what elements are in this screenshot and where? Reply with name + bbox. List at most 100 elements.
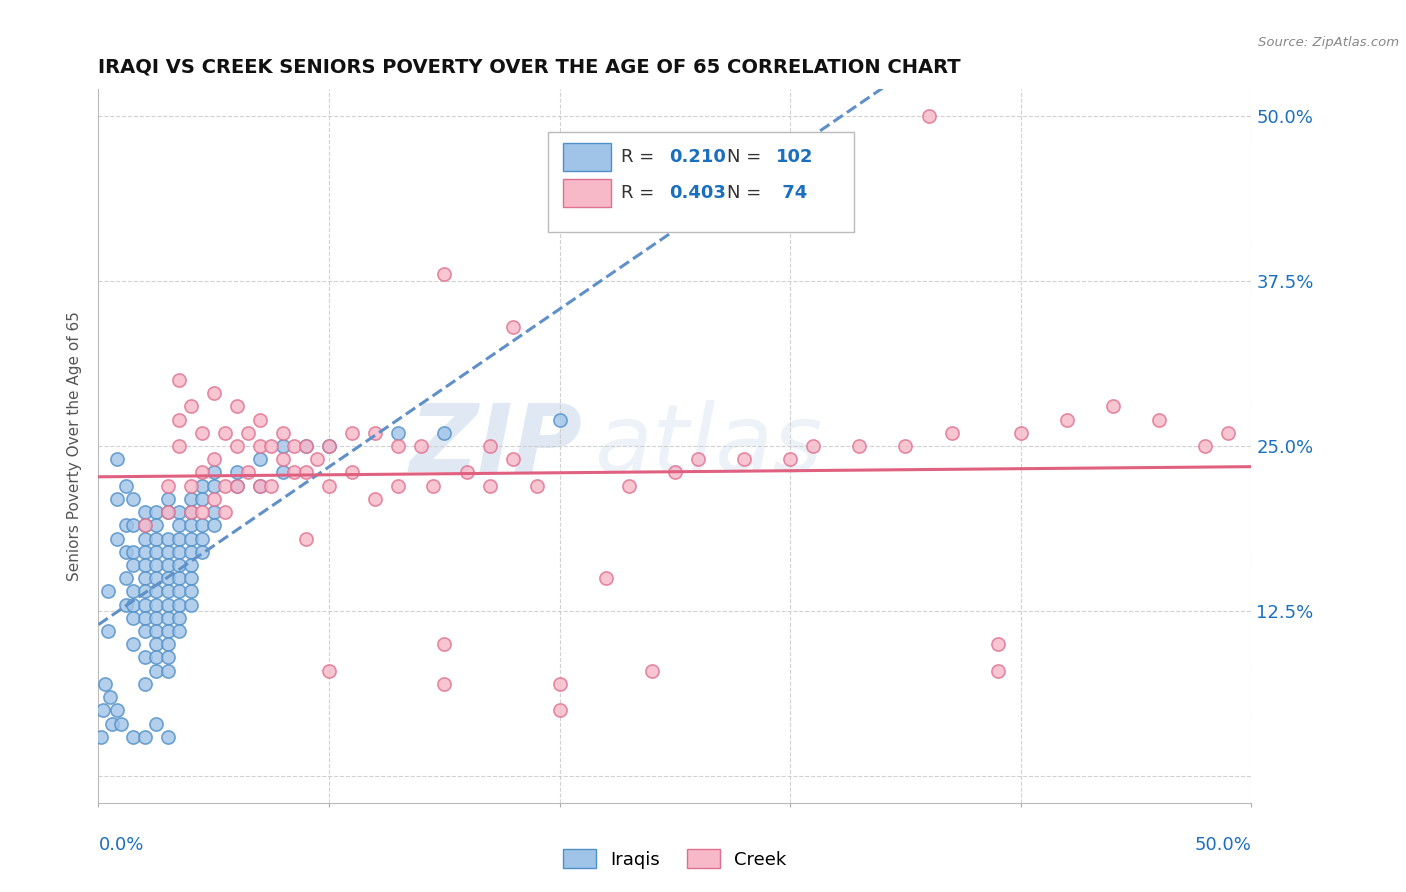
Point	[364, 425, 387, 440]
Point	[191, 532, 214, 546]
Point	[156, 624, 179, 638]
Point	[167, 545, 190, 559]
Point	[134, 730, 156, 744]
Point	[1056, 412, 1078, 426]
Point	[214, 505, 236, 519]
Point	[105, 532, 128, 546]
Point	[283, 466, 305, 480]
Point	[295, 439, 318, 453]
Point	[307, 452, 329, 467]
Point	[134, 505, 156, 519]
FancyBboxPatch shape	[548, 132, 853, 232]
Point	[134, 532, 156, 546]
Point	[214, 425, 236, 440]
Point	[145, 664, 167, 678]
Point	[156, 491, 179, 506]
Point	[180, 491, 202, 506]
Point	[364, 491, 387, 506]
Point	[134, 598, 156, 612]
Point	[145, 532, 167, 546]
Point	[97, 624, 120, 638]
Point	[180, 400, 202, 414]
Point	[238, 466, 260, 480]
Point	[191, 425, 214, 440]
Point	[105, 452, 128, 467]
Point	[526, 478, 548, 492]
Text: 0.403: 0.403	[669, 184, 725, 202]
Point	[1218, 425, 1240, 440]
Point	[202, 505, 225, 519]
Point	[225, 400, 247, 414]
Point	[295, 439, 318, 453]
Point	[180, 532, 202, 546]
Point	[180, 598, 202, 612]
Point	[941, 425, 963, 440]
Point	[167, 558, 190, 572]
Point	[156, 558, 179, 572]
Point	[180, 558, 202, 572]
Point	[156, 505, 179, 519]
Point	[91, 703, 114, 717]
Point	[249, 452, 271, 467]
Point	[156, 545, 179, 559]
Point	[387, 439, 409, 453]
Point	[167, 611, 190, 625]
Point	[167, 532, 190, 546]
Text: IRAQI VS CREEK SENIORS POVERTY OVER THE AGE OF 65 CORRELATION CHART: IRAQI VS CREEK SENIORS POVERTY OVER THE …	[98, 57, 962, 77]
Point	[180, 518, 202, 533]
Point	[167, 505, 190, 519]
Point	[617, 478, 640, 492]
Point	[156, 478, 179, 492]
Point	[502, 320, 524, 334]
Text: R =: R =	[620, 184, 659, 202]
Point	[202, 386, 225, 401]
Point	[156, 650, 179, 665]
Point	[225, 478, 247, 492]
Point	[156, 598, 179, 612]
Point	[145, 637, 167, 651]
Point	[134, 518, 156, 533]
Point	[115, 478, 138, 492]
Point	[295, 532, 318, 546]
Point	[122, 545, 145, 559]
Point	[156, 505, 179, 519]
Point	[145, 716, 167, 731]
Point	[318, 439, 340, 453]
Point	[260, 439, 283, 453]
Point	[340, 466, 363, 480]
Point	[238, 425, 260, 440]
Point	[115, 571, 138, 585]
Point	[145, 624, 167, 638]
Point	[1147, 412, 1170, 426]
Point	[156, 730, 179, 744]
Point	[686, 452, 709, 467]
Text: N =: N =	[727, 184, 766, 202]
Point	[318, 478, 340, 492]
Point	[548, 412, 571, 426]
Point	[214, 478, 236, 492]
Point	[271, 466, 294, 480]
Text: 0.0%: 0.0%	[98, 836, 143, 854]
Point	[779, 452, 801, 467]
Point	[502, 452, 524, 467]
Point	[101, 716, 124, 731]
Point	[115, 518, 138, 533]
Point	[641, 664, 664, 678]
Point	[145, 650, 167, 665]
Point	[156, 532, 179, 546]
Point	[145, 598, 167, 612]
Text: 74: 74	[776, 184, 807, 202]
Point	[98, 690, 121, 704]
Point	[456, 466, 478, 480]
Text: R =: R =	[620, 148, 659, 166]
Point	[411, 439, 433, 453]
Point	[134, 571, 156, 585]
Point	[225, 478, 247, 492]
Point	[167, 412, 190, 426]
Point	[90, 730, 112, 744]
Point	[191, 491, 214, 506]
Point	[848, 439, 870, 453]
Point	[180, 571, 202, 585]
Y-axis label: Seniors Poverty Over the Age of 65: Seniors Poverty Over the Age of 65	[67, 311, 83, 581]
Point	[271, 425, 294, 440]
